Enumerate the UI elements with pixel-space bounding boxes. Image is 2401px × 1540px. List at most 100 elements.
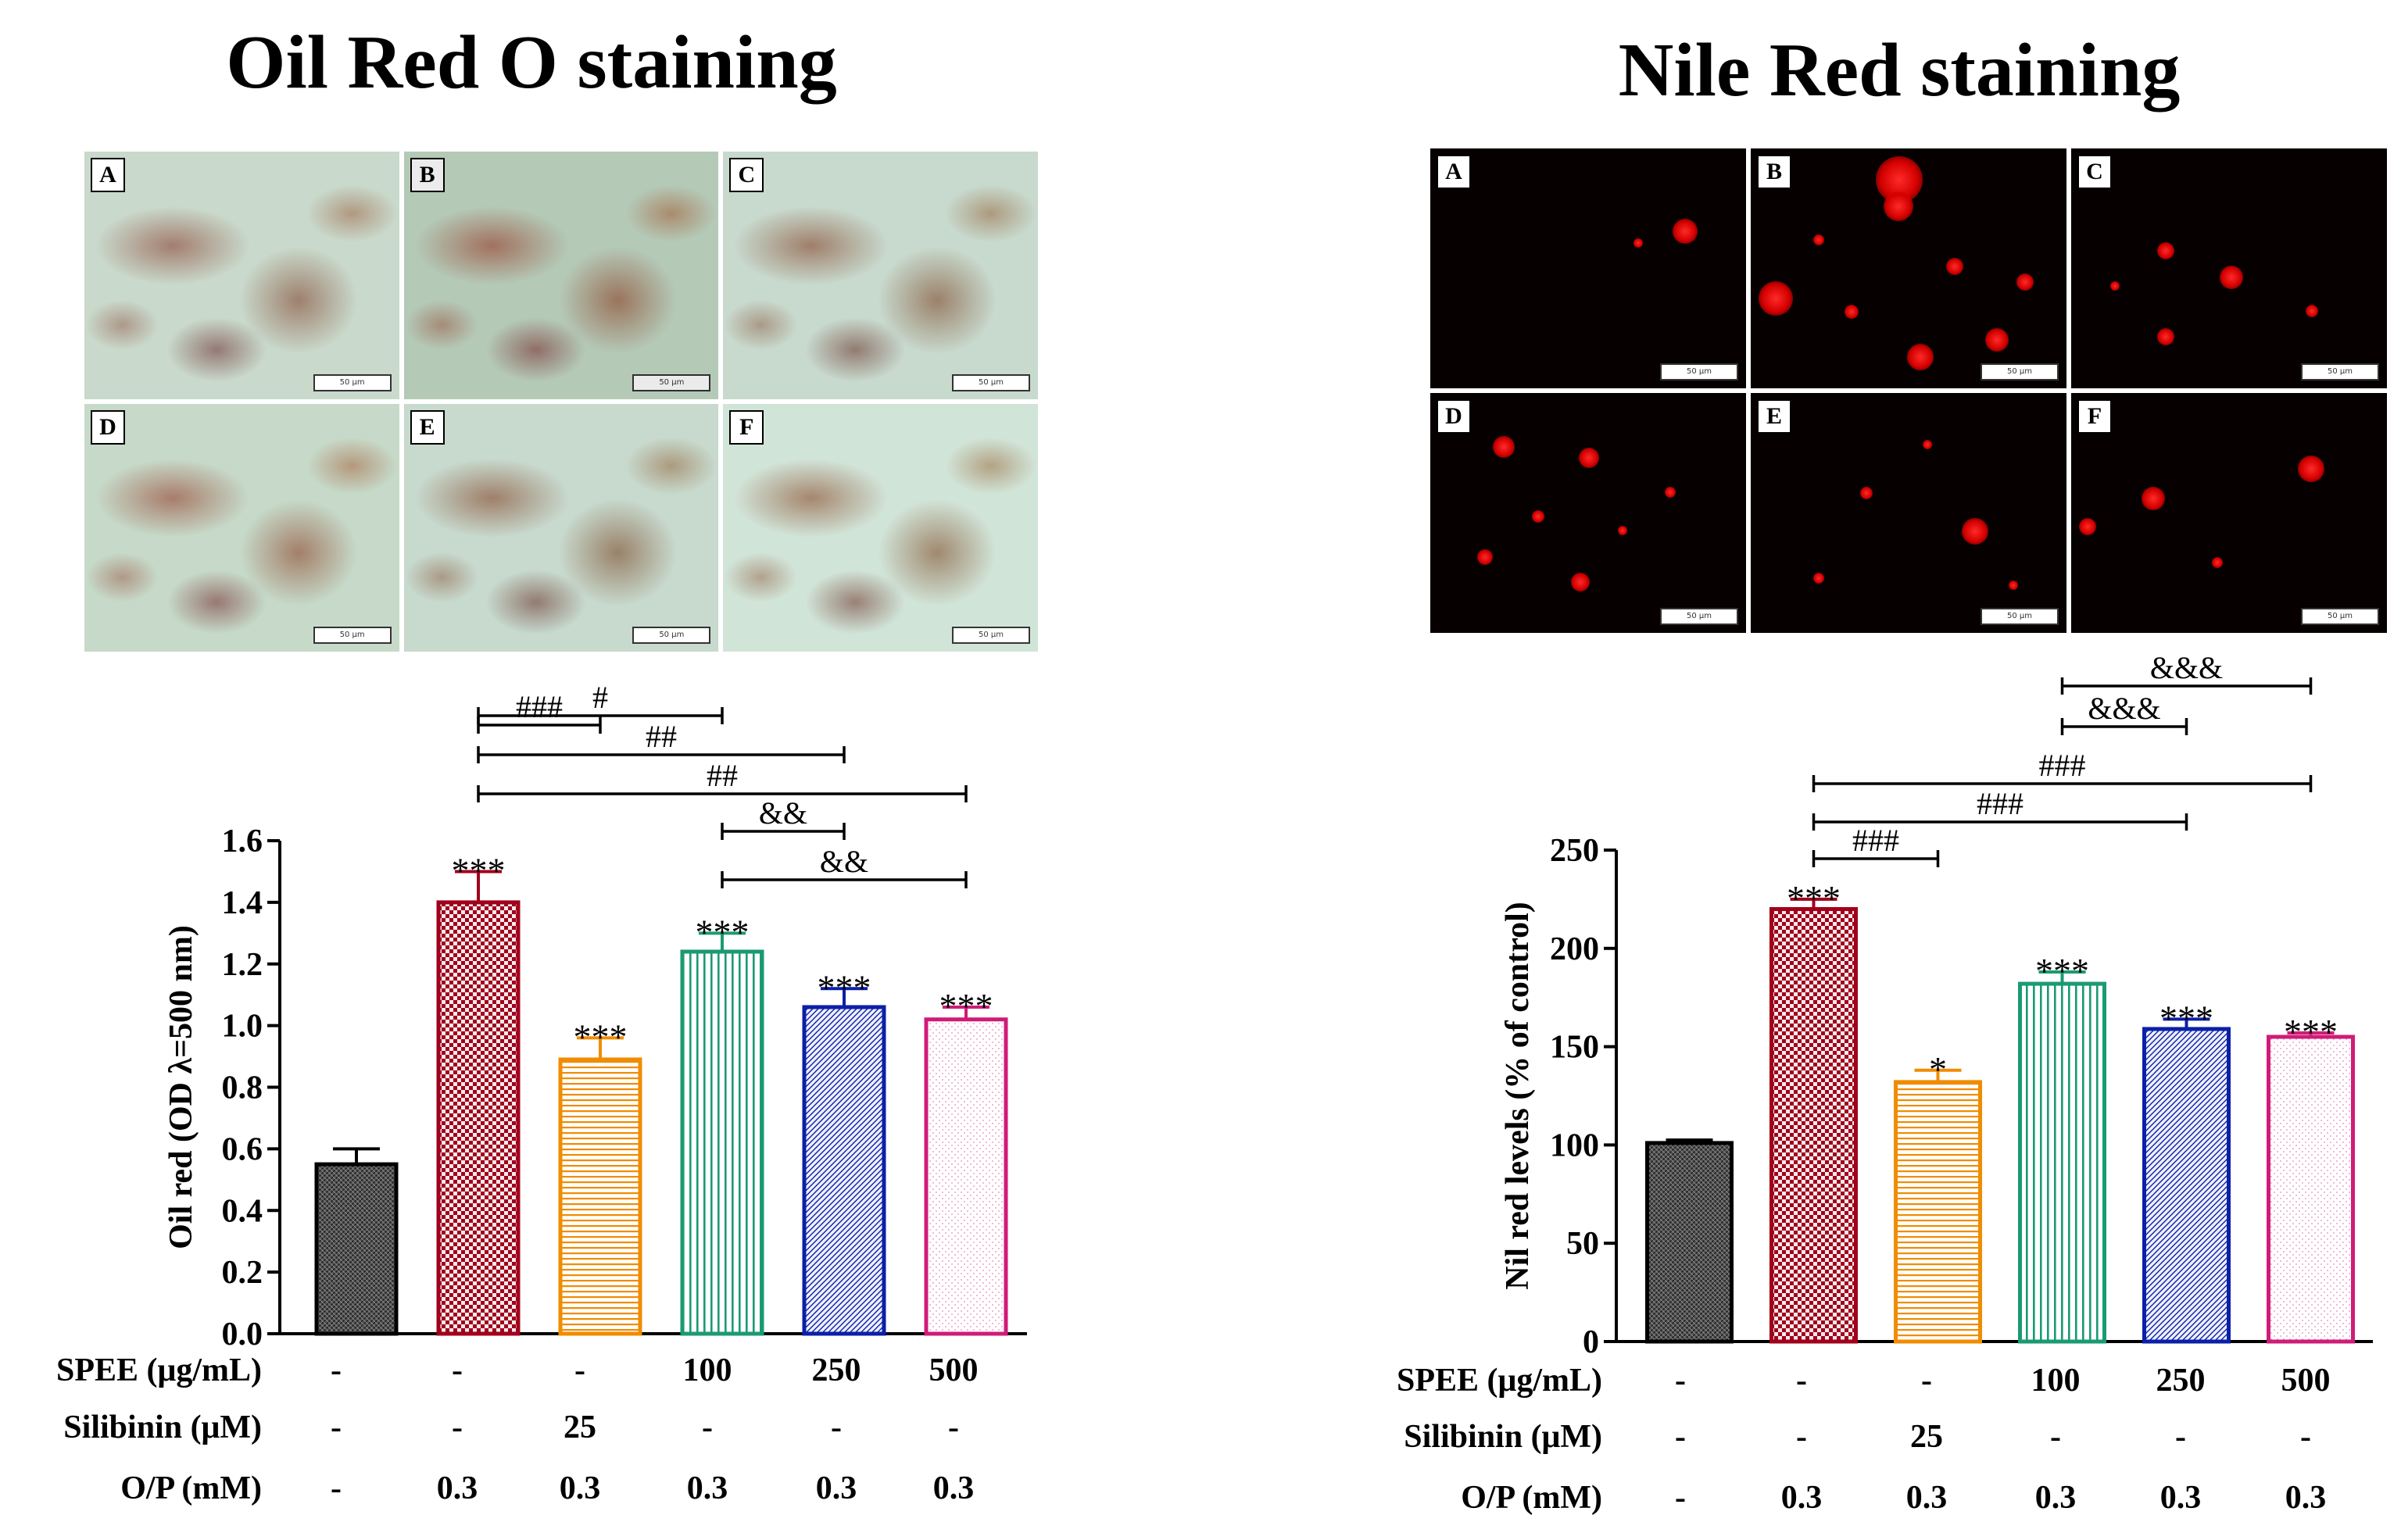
y-tick-label: 250 xyxy=(1550,833,1599,869)
bar-1 xyxy=(1769,906,1858,1344)
lipid-droplet xyxy=(1673,219,1698,244)
bar-5 xyxy=(924,1017,1008,1336)
y-tick-label: 1.6 xyxy=(222,824,263,859)
condition-value: - xyxy=(1796,1419,1807,1455)
lipid-droplet xyxy=(1946,258,1963,275)
condition-value: - xyxy=(452,1410,463,1445)
lipid-droplet xyxy=(1759,281,1793,316)
condition-value: 0.3 xyxy=(437,1470,478,1506)
condition-value: 0.3 xyxy=(2035,1480,2077,1516)
condition-row-label: O/P (mM) xyxy=(120,1470,262,1506)
condition-value: - xyxy=(1796,1363,1807,1399)
y-tick-label: 0.4 xyxy=(222,1193,263,1229)
condition-value: - xyxy=(1675,1419,1686,1455)
condition-value: - xyxy=(331,1352,342,1388)
condition-value: 0.3 xyxy=(933,1470,975,1506)
condition-value: 500 xyxy=(2281,1363,2331,1399)
bar-4 xyxy=(802,1005,886,1336)
condition-value: - xyxy=(2300,1419,2311,1455)
y-tick-label: 200 xyxy=(1550,931,1599,967)
lipid-droplet xyxy=(1633,238,1643,248)
scale-bar: 50 μm xyxy=(2301,608,2379,625)
significance-stars: * xyxy=(1929,1049,1947,1089)
lipid-droplet xyxy=(2079,518,2096,535)
nile-red-panel-b: B 50 μm xyxy=(1751,148,2066,388)
scale-bar: 50 μm xyxy=(1981,363,2059,381)
y-tick-label: 0.8 xyxy=(222,1070,263,1106)
bracket-label: ### xyxy=(1852,823,1899,858)
bar-4 xyxy=(2142,1027,2231,1344)
condition-value: - xyxy=(1675,1363,1686,1399)
condition-value: 0.3 xyxy=(2160,1480,2202,1516)
bar-1 xyxy=(436,900,521,1336)
oil-red-panel-e: E 50 μm xyxy=(403,404,719,652)
bar-5 xyxy=(2267,1034,2355,1344)
oil-red-panel-b: B 50 μm xyxy=(403,152,719,399)
bracket-label: &&& xyxy=(2088,691,2160,726)
panel-label: F xyxy=(729,410,764,445)
nile-red-bar-chart: 0 50 100 150 200 250 Nil red levels (% of cont… xyxy=(1397,650,2373,1516)
bar-0 xyxy=(314,1162,399,1336)
condition-value: - xyxy=(331,1470,342,1506)
oil-red-micrograph-grid: A 50 μm B 50 μm C 50 μm D 50 μm E 50 μm F 50 μ… xyxy=(84,152,1038,652)
lipid-droplet xyxy=(1845,305,1859,319)
bracket-label: && xyxy=(820,844,868,879)
lipid-droplet xyxy=(1618,526,1627,535)
condition-value: - xyxy=(2050,1419,2061,1455)
condition-row-label: Silibinin (μM) xyxy=(63,1410,262,1445)
oil-red-o-title: Oil Red O staining xyxy=(226,20,837,105)
y-axis-label: Nil red levels (% of control) xyxy=(1500,902,1536,1290)
lipid-droplet xyxy=(2298,456,2324,482)
bracket-label: ## xyxy=(707,758,738,793)
oil-red-bar-chart: 0.0 0.2 0.4 0.6 0.8 1.0 1.2 1.4 1.6 Oil red (OD λ… xyxy=(56,680,1027,1506)
nile-red-title: Nile Red staining xyxy=(1618,28,2181,113)
y-tick-label: 0.2 xyxy=(222,1255,263,1291)
lipid-droplet xyxy=(2110,281,2120,291)
oil-red-panel-f: F 50 μm xyxy=(723,404,1038,652)
y-tick-label: 0.6 xyxy=(222,1131,263,1167)
bracket-label: ## xyxy=(646,719,677,754)
condition-value: 0.3 xyxy=(1781,1480,1823,1516)
y-tick-label: 0.0 xyxy=(222,1317,263,1352)
bracket-label: ### xyxy=(516,689,563,724)
y-tick-label: 0 xyxy=(1583,1324,1599,1360)
panel-label: C xyxy=(729,158,764,192)
nile-red-panel-e: E 50 μm xyxy=(1751,393,2066,633)
y-tick-label: 1.0 xyxy=(222,1009,263,1045)
condition-value: - xyxy=(1675,1480,1686,1516)
condition-value: - xyxy=(1921,1363,1932,1399)
nile-red-panel-c: C 50 μm xyxy=(2071,148,2387,388)
significance-stars: *** xyxy=(452,850,506,890)
bar-2 xyxy=(1894,1080,1982,1344)
panel-label: C xyxy=(2077,155,2112,189)
nile-red-panel-d: D 50 μm xyxy=(1430,393,1746,633)
lipid-droplet xyxy=(1813,573,1824,584)
lipid-droplet xyxy=(1571,573,1590,591)
condition-value: - xyxy=(331,1410,342,1445)
condition-value: 25 xyxy=(564,1410,596,1445)
significance-stars: *** xyxy=(939,986,993,1026)
lipid-droplet xyxy=(2157,328,2174,345)
significance-stars: *** xyxy=(2284,1012,2338,1052)
lipid-droplet xyxy=(1884,191,1913,221)
condition-value: 500 xyxy=(929,1352,979,1388)
oil-red-panel-a: A 50 μm xyxy=(84,152,399,399)
significance-stars: *** xyxy=(2159,998,2213,1038)
bracket-label: ### xyxy=(2039,748,2086,783)
nile-red-micrograph-grid: A 50 μm B 50 μm C 50 μm D 50 μm E 50 μm xyxy=(1430,148,2387,633)
scale-bar: 50 μm xyxy=(313,374,392,391)
bracket-label: ### xyxy=(1977,786,2023,821)
y-tick-label: 100 xyxy=(1550,1127,1599,1163)
y-axis-label: Oil red (OD λ=500 nm) xyxy=(163,925,199,1249)
panel-label: D xyxy=(1437,399,1471,434)
condition-value: 250 xyxy=(2156,1363,2206,1399)
scale-bar: 50 μm xyxy=(951,627,1030,644)
lipid-droplet xyxy=(1923,440,1932,449)
condition-row-label: Silibinin (μM) xyxy=(1404,1419,1602,1455)
condition-value: - xyxy=(452,1352,463,1388)
scale-bar: 50 μm xyxy=(632,374,711,391)
lipid-droplet xyxy=(2016,273,2034,291)
condition-value: 0.3 xyxy=(560,1470,601,1506)
